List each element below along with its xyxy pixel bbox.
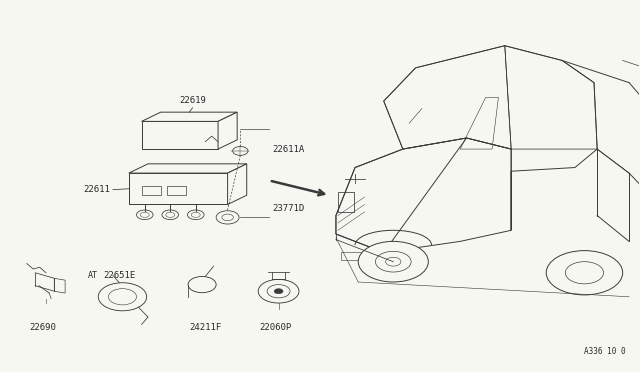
Text: 22611A: 22611A <box>272 145 305 154</box>
Circle shape <box>267 285 290 298</box>
Bar <box>338 192 354 212</box>
Bar <box>141 186 161 195</box>
Text: 22060P: 22060P <box>259 323 291 331</box>
Bar <box>341 252 370 260</box>
Circle shape <box>136 210 153 219</box>
Text: 22651E: 22651E <box>103 271 136 280</box>
Text: A336 10 0: A336 10 0 <box>584 347 626 356</box>
Text: 23771D: 23771D <box>272 203 305 213</box>
Text: 22690: 22690 <box>29 323 56 331</box>
Circle shape <box>274 289 283 294</box>
Circle shape <box>546 251 623 295</box>
Text: AT: AT <box>88 271 97 280</box>
Circle shape <box>386 257 401 266</box>
Circle shape <box>216 211 239 224</box>
Polygon shape <box>129 164 246 173</box>
Polygon shape <box>141 121 218 149</box>
Circle shape <box>162 210 179 219</box>
Circle shape <box>358 241 428 282</box>
Polygon shape <box>228 164 246 205</box>
Text: 22619: 22619 <box>179 96 206 105</box>
Text: 22611: 22611 <box>83 185 109 194</box>
Polygon shape <box>129 173 228 205</box>
Polygon shape <box>141 112 237 121</box>
Circle shape <box>233 147 248 155</box>
Circle shape <box>258 279 299 303</box>
Text: 24211F: 24211F <box>189 323 221 331</box>
Bar <box>167 186 186 195</box>
Polygon shape <box>218 112 237 149</box>
Circle shape <box>188 210 204 219</box>
